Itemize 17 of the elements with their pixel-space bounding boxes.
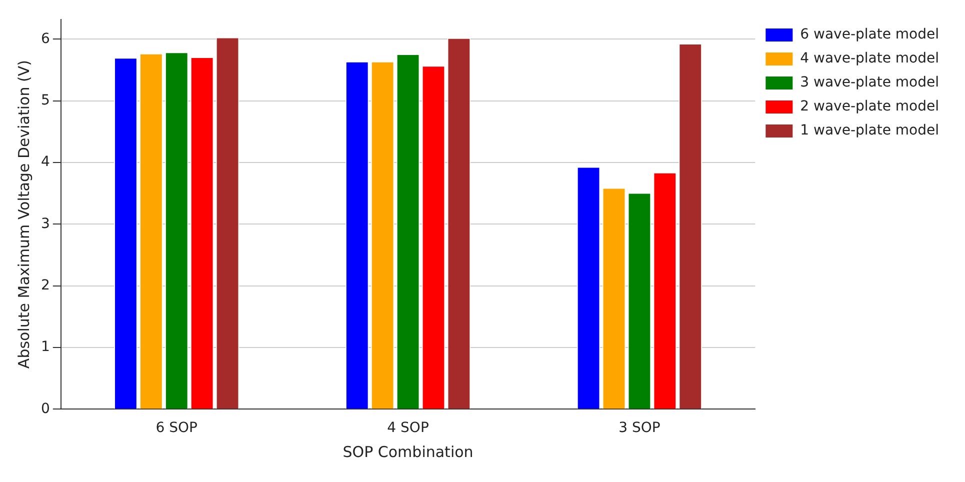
y-tick-label: 5: [40, 92, 50, 108]
legend-label: 3 wave-plate model: [800, 74, 940, 91]
y-tick-label: 1: [40, 339, 50, 356]
x-tick-label: 6 SOP: [156, 420, 198, 436]
y-axis-title: Absolute Maximum Voltage Deviation (V): [14, 60, 33, 369]
legend-label: 1 wave-plate model: [800, 122, 940, 139]
y-tick-label: 2: [40, 277, 50, 294]
x-tick-label: 3 SOP: [618, 420, 660, 436]
y-tick-label: 6: [40, 30, 50, 47]
legend-label: 4 wave-plate model: [800, 50, 940, 67]
legend-label: 6 wave-plate model: [800, 26, 940, 43]
legend-label: 2 wave-plate model: [800, 98, 940, 115]
y-tick-label: 4: [40, 154, 50, 170]
x-tick-label: 4 SOP: [387, 420, 429, 436]
x-axis-title: SOP Combination: [342, 442, 474, 461]
y-tick-label: 0: [40, 400, 50, 417]
y-tick-label: 3: [40, 216, 50, 232]
